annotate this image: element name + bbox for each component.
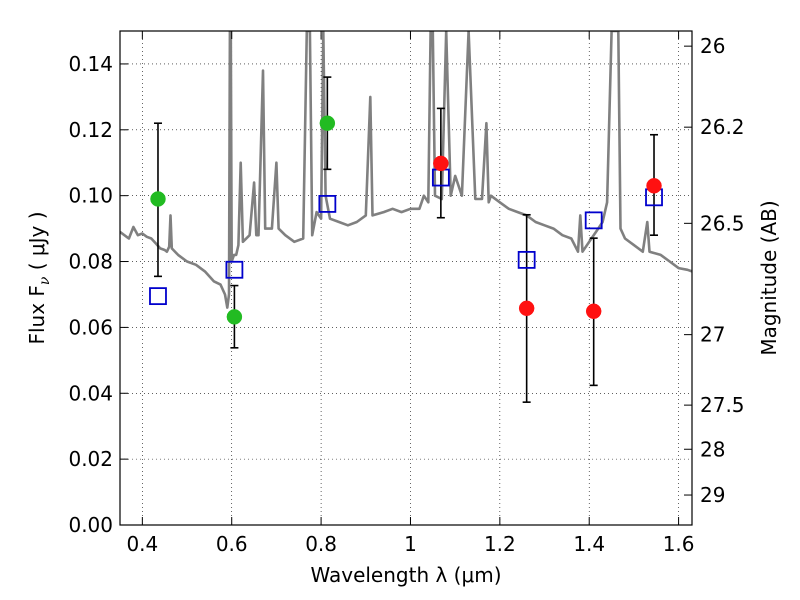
x-tick-label: 1 xyxy=(404,532,417,556)
x-tick-label: 0.8 xyxy=(305,532,337,556)
x-tick-label: 1.2 xyxy=(484,532,516,556)
y-tick-label: 0.06 xyxy=(68,315,113,339)
y-axis-label-main: Flux F xyxy=(25,285,49,344)
y2-axis-ticks: 26 26.2 26.5 27 27.5 28 29 xyxy=(684,34,745,507)
observed-flux-point xyxy=(150,191,166,207)
y-tick-label: 0.08 xyxy=(68,250,113,274)
y-tick-label: 0.12 xyxy=(68,118,113,142)
spectrum-line xyxy=(120,31,692,309)
model-spectrum xyxy=(120,31,692,309)
x-axis-label: Wavelength λ (μm) xyxy=(310,563,501,587)
observed-flux-point xyxy=(646,178,662,194)
model-square-point xyxy=(149,287,167,306)
observed-flux-point xyxy=(226,309,243,325)
y-axis-label-unit: ( μJy ) xyxy=(25,211,49,276)
plot-frame xyxy=(119,30,693,526)
observed-flux-point xyxy=(433,155,449,172)
y-tick-label: 0.04 xyxy=(68,381,113,405)
y2-tick-label: 26.5 xyxy=(700,211,745,235)
plot-background xyxy=(120,31,692,525)
x-tick-label: 0.4 xyxy=(126,532,158,556)
y-tick-label: 0.00 xyxy=(68,513,113,537)
y2-tick-label: 26 xyxy=(700,34,725,58)
y2-axis-label: Magnitude (AB) xyxy=(757,200,781,355)
y-tick-label: 0.10 xyxy=(68,184,113,208)
x-tick-label: 1.6 xyxy=(663,532,695,556)
data-points xyxy=(149,115,663,325)
y-axis-ticks: 0.00 0.02 0.04 0.06 0.08 0.10 0.12 0.14 xyxy=(68,52,128,537)
model-square-point xyxy=(225,260,244,279)
y2-tick-label: 26.2 xyxy=(700,115,745,139)
y2-tick-label: 27.5 xyxy=(700,393,745,417)
x-tick-label: 0.6 xyxy=(216,532,248,556)
y-axis-label: Flux Fν ( μJy ) xyxy=(25,211,53,344)
x-axis-ticks: 0.4 0.6 0.8 1 1.2 1.4 1.6 xyxy=(126,31,695,556)
observed-flux-point xyxy=(585,303,602,320)
y-tick-label: 0.14 xyxy=(68,52,113,76)
model-square-point xyxy=(517,250,536,269)
y2-tick-label: 28 xyxy=(700,437,725,461)
y-tick-label: 0.02 xyxy=(68,447,113,471)
model-square-point xyxy=(318,194,337,213)
y2-tick-label: 29 xyxy=(700,483,725,507)
y2-tick-label: 27 xyxy=(700,323,725,347)
observed-flux-point xyxy=(518,300,535,317)
y-axis-label-sub: ν xyxy=(37,276,53,285)
x-tick-label: 1.4 xyxy=(573,532,605,556)
model-square-point xyxy=(584,211,603,230)
observed-flux-point xyxy=(319,115,336,131)
